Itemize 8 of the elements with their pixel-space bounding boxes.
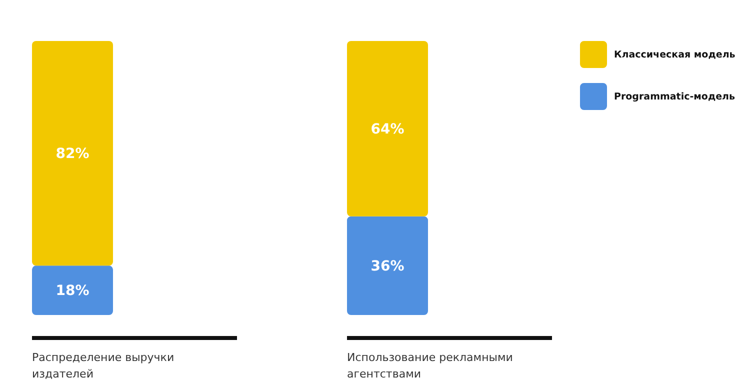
data-label: 18% [56,283,90,300]
legend-label: Programmatic-модель [614,91,736,102]
legend-label: Классическая модель [614,49,736,60]
data-label: 82% [56,146,90,162]
data-label: 64% [370,122,404,138]
x-tick-label: Использование рекламными агентствами [347,351,513,380]
x-tick-label: Распределение выручки издателей [32,351,174,380]
data-label: 36% [370,258,404,275]
